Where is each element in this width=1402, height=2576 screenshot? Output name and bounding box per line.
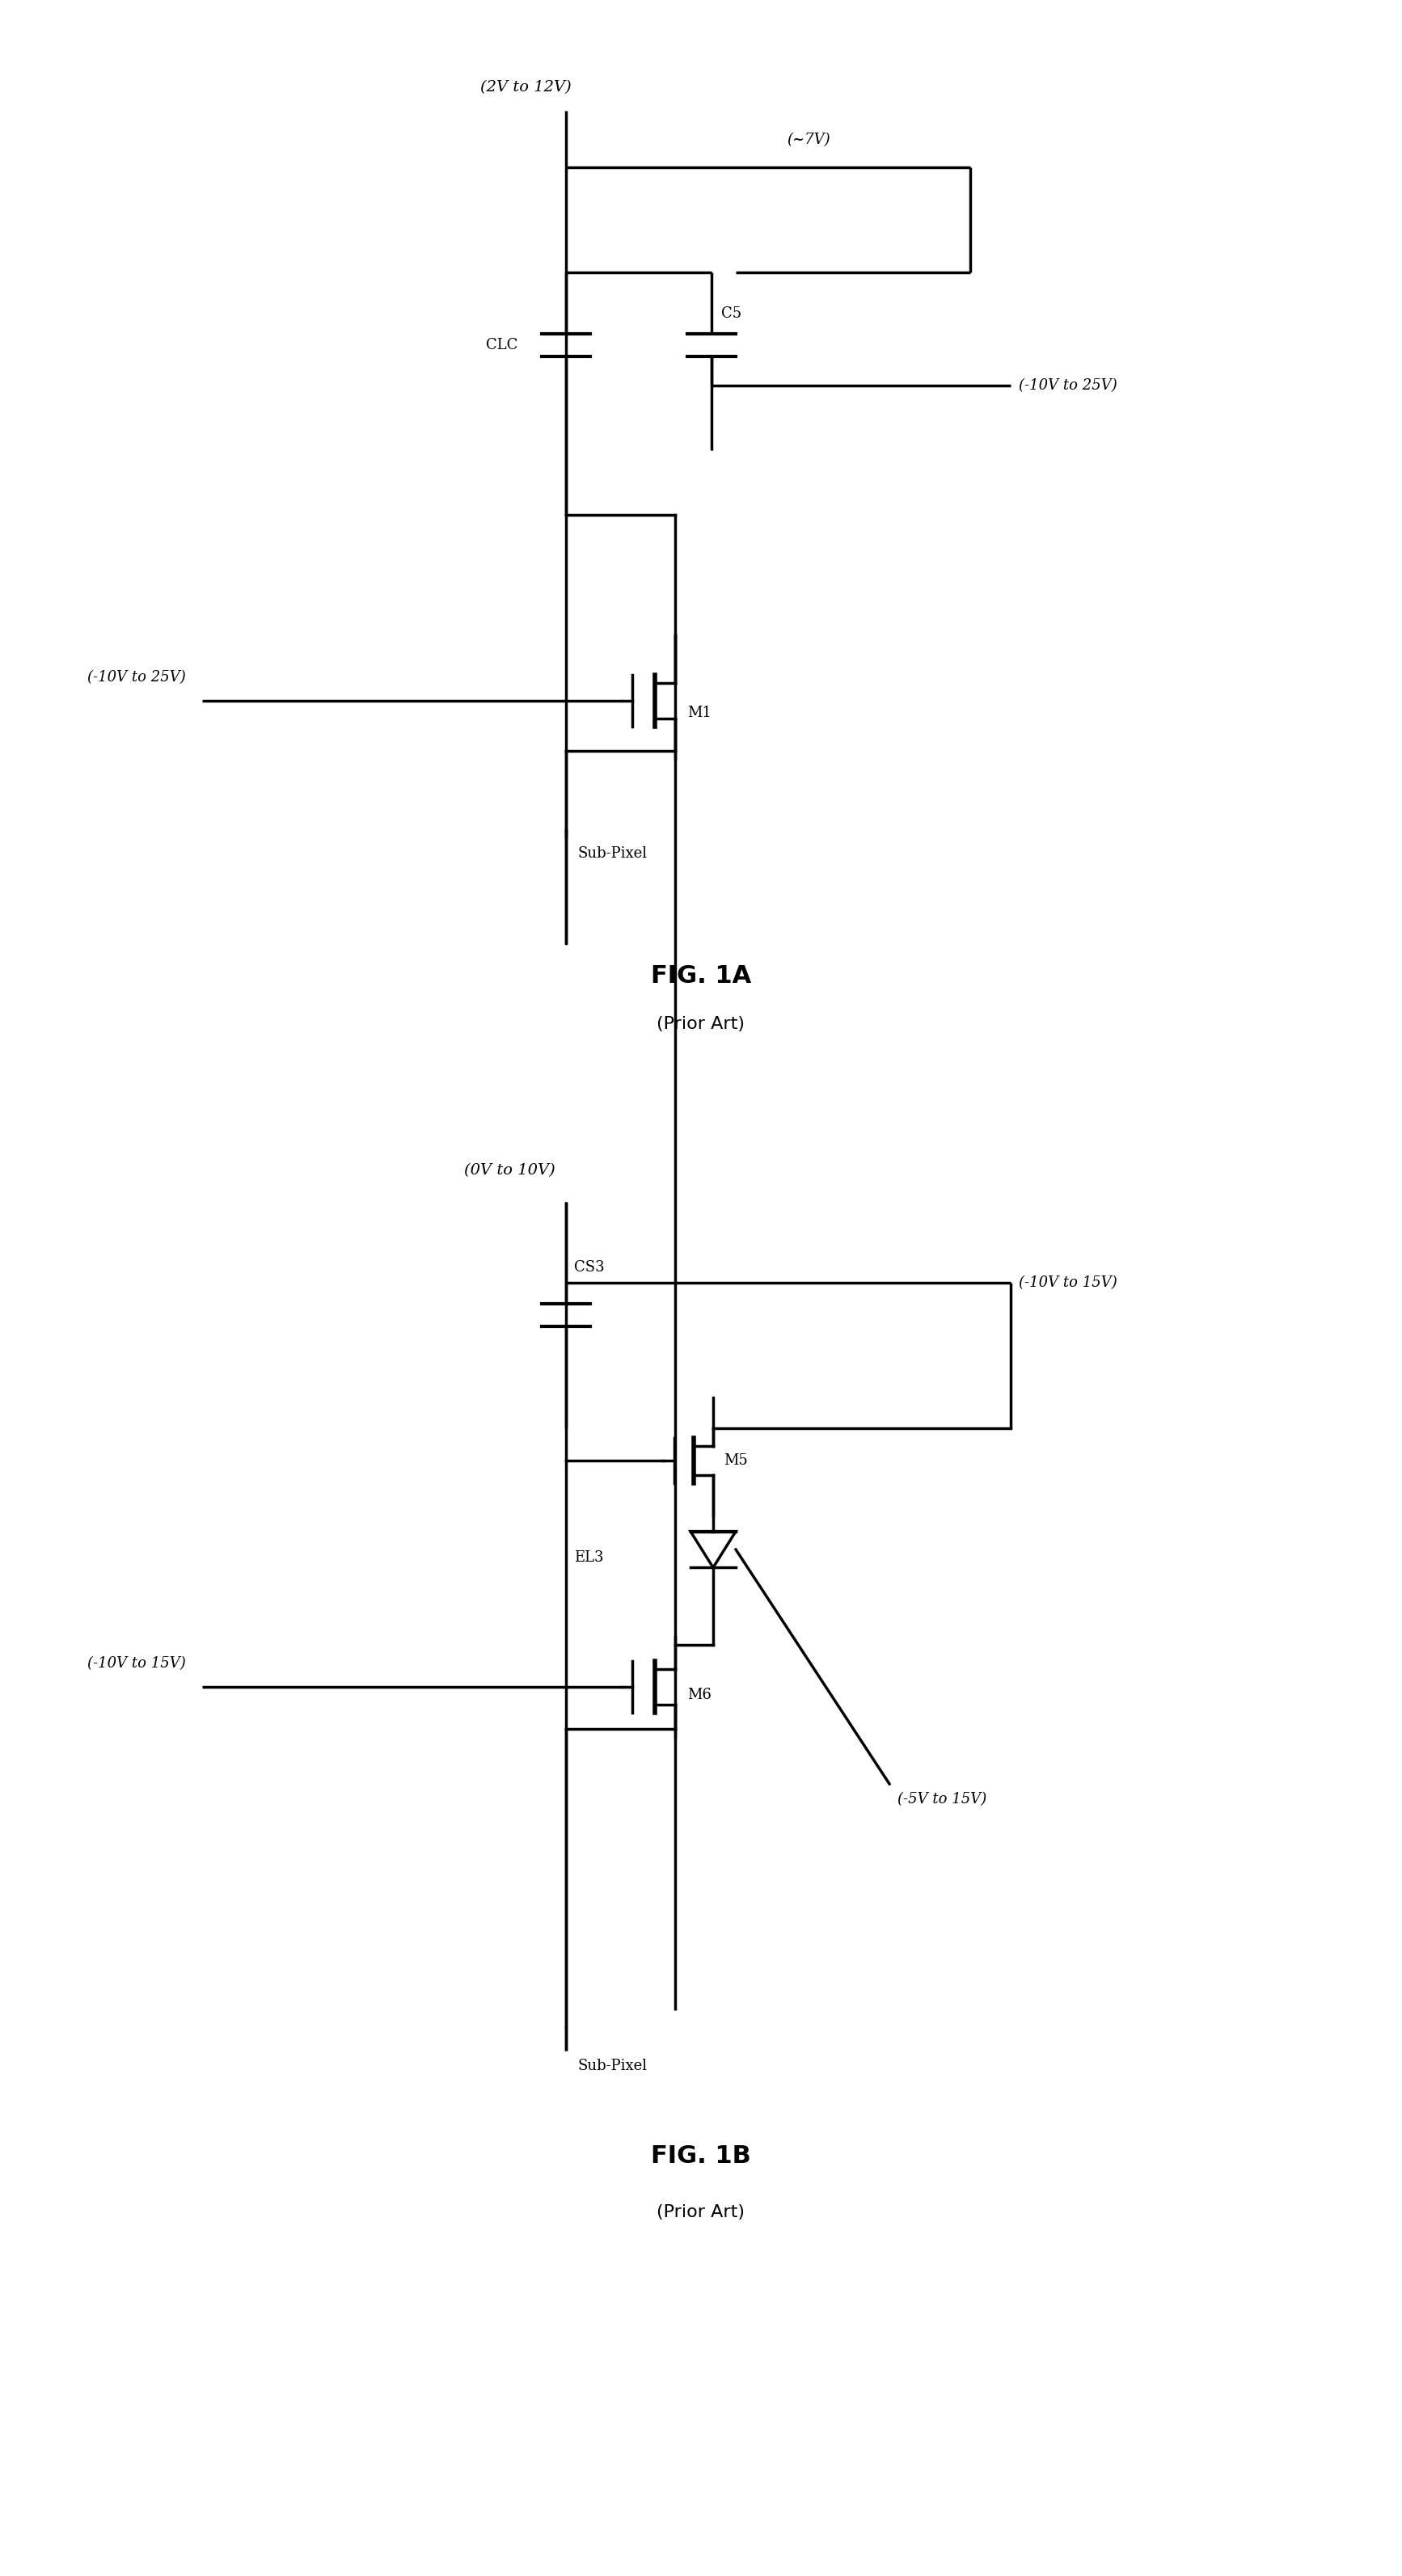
Text: M1: M1 (687, 706, 711, 721)
Text: Sub-Pixel: Sub-Pixel (578, 2058, 648, 2074)
Text: (-10V to 15V): (-10V to 15V) (87, 1656, 186, 1672)
Text: (-10V to 15V): (-10V to 15V) (1019, 1275, 1117, 1291)
Text: (-5V to 15V): (-5V to 15V) (897, 1793, 987, 1806)
Text: CLC: CLC (485, 337, 517, 353)
Text: FIG. 1B: FIG. 1B (651, 2143, 751, 2166)
Text: (Prior Art): (Prior Art) (658, 1015, 744, 1033)
Text: (-10V to 25V): (-10V to 25V) (87, 670, 186, 685)
Text: (Prior Art): (Prior Art) (658, 2205, 744, 2221)
Text: C5: C5 (721, 307, 742, 322)
Text: Sub-Pixel: Sub-Pixel (578, 848, 648, 860)
Text: (-10V to 25V): (-10V to 25V) (1019, 379, 1117, 392)
Text: (~7V): (~7V) (787, 131, 830, 147)
Text: CS3: CS3 (573, 1260, 604, 1275)
Text: M6: M6 (687, 1687, 711, 1703)
Text: M5: M5 (723, 1453, 747, 1468)
Text: EL3: EL3 (573, 1551, 604, 1564)
Text: (2V to 12V): (2V to 12V) (479, 80, 571, 95)
Text: FIG. 1A: FIG. 1A (651, 963, 751, 987)
Text: (0V to 10V): (0V to 10V) (464, 1164, 555, 1177)
